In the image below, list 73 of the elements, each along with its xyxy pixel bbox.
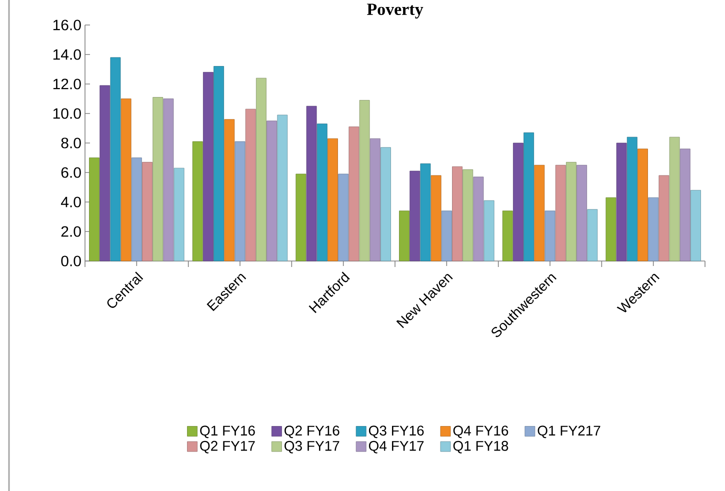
legend-label: Q2 FY16 (284, 426, 340, 438)
y-tick-label: 0.0 (61, 256, 81, 266)
bar (420, 163, 431, 262)
y-tick-label: 2.0 (61, 226, 81, 237)
y-tick-label: 8.0 (61, 138, 81, 148)
legend-label: Q1 FY217 (538, 426, 600, 438)
bar (277, 114, 288, 262)
bar (524, 132, 534, 262)
legend-label: Q1 FY16 (200, 426, 255, 438)
bar (690, 190, 701, 262)
bar (89, 158, 100, 262)
bar (245, 108, 256, 262)
bar (370, 138, 380, 262)
bar (566, 162, 576, 262)
bar (513, 142, 524, 262)
chart-title: Poverty (366, 4, 424, 19)
bar (534, 164, 545, 262)
y-tick-label: 14.0 (53, 49, 81, 60)
bar (203, 72, 214, 262)
bar (152, 97, 164, 262)
bar (555, 164, 566, 262)
bar (648, 197, 659, 262)
bar (410, 170, 420, 262)
bar (266, 120, 277, 262)
bar (544, 210, 556, 262)
bar (638, 148, 648, 262)
y-tick-label: 4.0 (60, 196, 81, 208)
bar (658, 175, 670, 262)
bar (131, 158, 142, 262)
bar (473, 176, 484, 262)
bar (174, 168, 184, 262)
bar (462, 169, 474, 262)
bar (234, 141, 246, 262)
y-tick-label: 12.0 (53, 78, 81, 90)
bar (192, 141, 203, 262)
y-tick-label: 16.0 (53, 20, 81, 30)
bar (484, 200, 494, 262)
legend-label: Q3 FY17 (284, 440, 340, 454)
bar (680, 148, 690, 262)
bar (626, 136, 638, 262)
y-tick-label: 6.0 (61, 167, 81, 178)
bar (441, 210, 452, 262)
bar (142, 162, 152, 262)
bar (502, 210, 513, 262)
bar (316, 124, 328, 262)
bar (100, 85, 110, 262)
bar (380, 147, 391, 262)
bar (348, 126, 360, 262)
bar (214, 66, 224, 262)
bar (576, 164, 588, 262)
legend-label: Q4 FY16 (453, 426, 508, 438)
bar (328, 138, 338, 262)
legend-label: Q3 FY16 (368, 426, 424, 438)
bar (606, 197, 616, 262)
bar (452, 166, 462, 262)
legend-label: Q1 FY18 (453, 440, 508, 454)
bar (359, 100, 370, 262)
bar (110, 57, 121, 262)
legend-label: Q4 FY17 (368, 440, 424, 454)
legend-label: Q2 FY17 (200, 440, 255, 454)
bar (430, 175, 442, 262)
bar (120, 98, 132, 262)
bar (163, 98, 174, 262)
bar (616, 142, 627, 262)
bar (399, 210, 410, 262)
bar (256, 78, 266, 262)
bar (669, 136, 680, 262)
y-tick-label: 10.0 (53, 108, 81, 119)
bar (224, 119, 235, 262)
bar (587, 209, 598, 262)
bar (296, 174, 306, 262)
bar (338, 174, 349, 262)
bar (306, 106, 317, 262)
